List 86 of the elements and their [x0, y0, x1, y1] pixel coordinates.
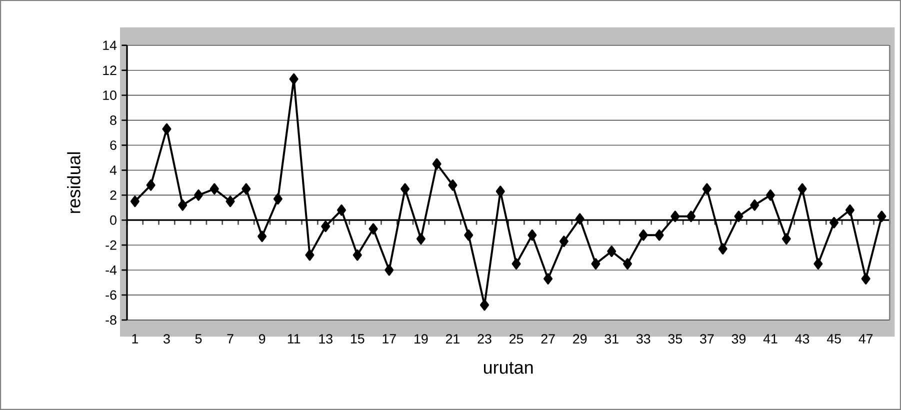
- point: [782, 233, 791, 245]
- point: [798, 183, 807, 195]
- x-tick-label: 15: [351, 334, 364, 344]
- point: [178, 199, 188, 211]
- x-tick-label: 45: [826, 334, 841, 344]
- point: [289, 73, 298, 85]
- point: [638, 229, 648, 241]
- y-axis-title: residual: [67, 152, 80, 213]
- y-tick-label: 2: [110, 190, 116, 200]
- point: [750, 199, 760, 211]
- x-tick-label: 25: [510, 334, 524, 344]
- y-tick-label: 14: [103, 40, 117, 50]
- x-axis-title: urutan: [484, 362, 533, 374]
- x-tick-label: 47: [858, 334, 873, 344]
- point: [845, 204, 854, 216]
- x-tick-label: 9: [258, 334, 266, 344]
- x-tick-label: 33: [636, 334, 650, 344]
- point: [591, 258, 600, 270]
- point: [528, 229, 537, 241]
- point: [400, 183, 410, 195]
- x-tick-label: 3: [164, 334, 170, 344]
- point: [242, 183, 251, 195]
- point: [718, 243, 728, 254]
- y-tick-label: 12: [103, 66, 116, 75]
- point: [210, 183, 219, 195]
- point: [368, 223, 378, 235]
- x-tick-label: 23: [478, 334, 492, 344]
- point: [146, 179, 156, 191]
- point: [496, 186, 505, 198]
- x-tick-label: 29: [573, 334, 587, 344]
- y-tick-label: -8: [106, 315, 116, 325]
- point: [305, 249, 314, 261]
- point: [654, 229, 664, 241]
- x-tick-label: 39: [732, 334, 746, 344]
- y-tick-label: -2: [106, 240, 116, 250]
- point: [877, 210, 886, 222]
- point: [130, 196, 140, 208]
- x-tick-label: 11: [288, 334, 300, 344]
- y-tick-label: -4: [106, 265, 117, 275]
- x-tick-label: 43: [795, 334, 810, 344]
- x-tick-label: 7: [227, 334, 234, 344]
- point: [559, 236, 568, 247]
- y-tick-label: 10: [103, 90, 116, 100]
- x-tick-label: 31: [604, 334, 618, 344]
- x-tick-label: 21: [446, 334, 460, 344]
- x-tick-label: 19: [414, 334, 428, 344]
- point: [623, 258, 632, 270]
- point: [830, 216, 839, 228]
- point: [448, 179, 458, 191]
- point: [861, 273, 870, 284]
- x-tick-label: 5: [195, 334, 202, 344]
- point: [686, 210, 696, 222]
- point: [512, 258, 521, 270]
- point: [321, 220, 330, 232]
- y-tick-label: 0: [110, 215, 116, 225]
- point: [464, 229, 474, 241]
- x-tick-label: 35: [668, 334, 682, 344]
- point: [575, 213, 584, 225]
- y-tick-label: -6: [106, 290, 116, 300]
- point: [194, 189, 204, 201]
- x-tick-label: 27: [541, 334, 555, 344]
- point: [384, 264, 394, 276]
- x-tick-label: 41: [763, 334, 778, 344]
- x-tick-label: 13: [319, 334, 332, 344]
- point: [702, 183, 712, 195]
- y-tick-label: 8: [110, 116, 116, 125]
- x-tick-label: 37: [700, 334, 714, 344]
- point: [416, 233, 426, 245]
- point: [273, 193, 282, 205]
- point: [544, 273, 553, 284]
- point: [766, 189, 775, 201]
- point: [814, 258, 823, 270]
- y-tick-label: 4: [110, 166, 117, 175]
- point: [670, 210, 680, 222]
- x-tick-label: 17: [382, 334, 396, 344]
- point: [337, 204, 346, 216]
- point: [607, 246, 616, 257]
- point: [162, 123, 172, 135]
- point: [734, 210, 744, 222]
- point: [258, 230, 267, 242]
- y-tick-label: 6: [110, 140, 116, 150]
- point: [480, 299, 489, 311]
- point: [432, 158, 442, 170]
- point: [226, 196, 235, 208]
- point: [352, 249, 362, 261]
- x-tick-label: 1: [132, 334, 138, 344]
